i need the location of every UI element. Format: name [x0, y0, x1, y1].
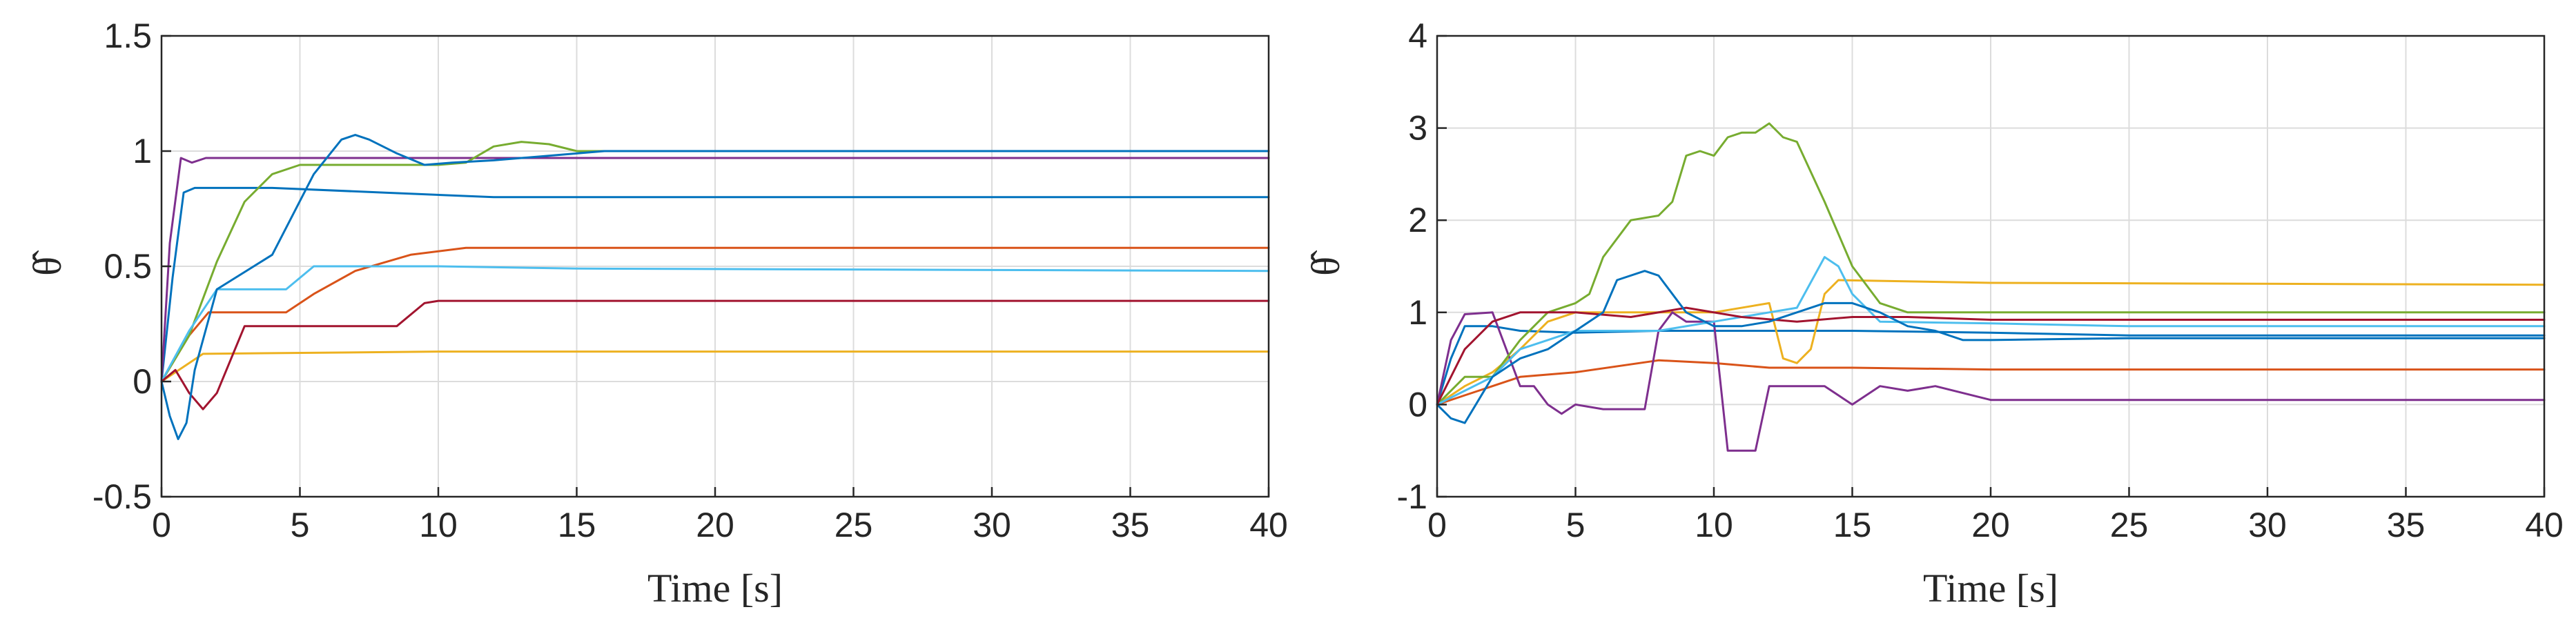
right-series-line-7 [1436, 306, 2546, 406]
right-x-tick-label: 0 [1427, 506, 1447, 544]
right-y-tick-label: 3 [1408, 109, 1427, 148]
left-x-tick-label: 5 [291, 506, 310, 544]
right-series-line-8 [1436, 270, 2546, 424]
left-x-tick-label: 35 [1111, 506, 1150, 544]
left-y-tick-label: 1 [133, 132, 152, 170]
right-series-group [1436, 122, 2546, 452]
right-x-axis-label: Time [s] [1923, 566, 2058, 611]
left-y-tick-label: 1.5 [104, 17, 152, 55]
right-x-tick-label: 25 [2110, 506, 2149, 544]
left-x-tick-label: 15 [558, 506, 596, 544]
left-series-line-3 [160, 350, 1270, 383]
left-series-line-1 [160, 186, 1270, 383]
left-y-tick-label: -0.5 [92, 477, 152, 516]
left-x-tick-label: 40 [1249, 506, 1288, 544]
right-x-tick-label: 10 [1695, 506, 1733, 544]
right-y-tick-label: 2 [1408, 201, 1427, 239]
right-x-tick-label: 15 [1833, 506, 1872, 544]
right-x-tick-label: 40 [2525, 506, 2564, 544]
left-series-group [160, 134, 1270, 440]
right-y-tick-label: 0 [1408, 385, 1427, 424]
right-series-line-5 [1436, 122, 2546, 406]
right-y-tick-label: -1 [1397, 477, 1427, 516]
left-series-line-5 [160, 141, 1270, 383]
left-series-line-7 [160, 299, 1270, 410]
left-series-line-4 [160, 157, 1270, 383]
right-series-line-6 [1436, 256, 2546, 406]
right-x-tick-label: 20 [1971, 506, 2010, 544]
left-y-axis-label: θ̂ [25, 250, 70, 276]
right-series-line-2 [1436, 359, 2546, 406]
right-series-line-3 [1436, 279, 2546, 406]
left-y-tick-label: 0 [133, 362, 152, 401]
left-x-axis-label: Time [s] [647, 566, 783, 611]
left-y-tick-label: 0.5 [104, 247, 152, 286]
left-series-line-6 [160, 265, 1270, 383]
right-x-tick-label: 30 [2248, 506, 2287, 544]
right-series-line-4 [1436, 311, 2546, 452]
right-y-tick-label: 4 [1408, 17, 1427, 55]
left-x-tick-label: 20 [696, 506, 734, 544]
right-grid [1436, 35, 2545, 497]
left-x-tick-label: 0 [152, 506, 171, 544]
right-y-axis-label: θ̂ [1303, 250, 1348, 276]
right-y-tick-label: 1 [1408, 293, 1427, 332]
right-x-tick-label: 35 [2387, 506, 2426, 544]
left-x-tick-label: 30 [973, 506, 1011, 544]
left-chart: 0 5 10 15 20 25 30 35 40-0.500.511.5 Time [s] θ̂ [25, 17, 1288, 611]
right-x-tick-label: 5 [1566, 506, 1585, 544]
left-x-tick-label: 25 [835, 506, 873, 544]
left-series-line-8 [160, 134, 1270, 440]
left-x-tick-label: 10 [419, 506, 458, 544]
left-ticks: 0 5 10 15 20 25 30 35 40-0.500.511.5 [92, 17, 1288, 544]
